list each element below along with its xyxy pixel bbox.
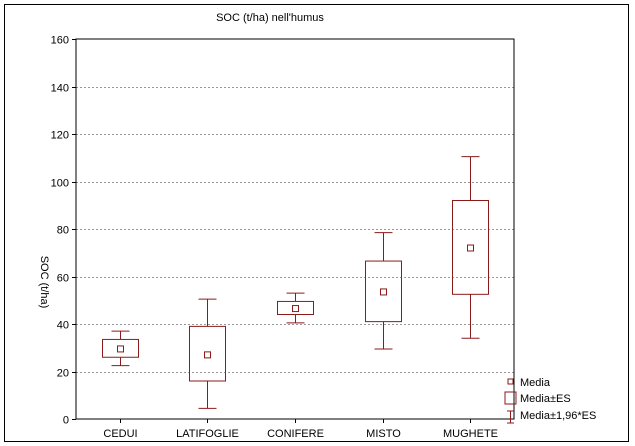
box-series [102,156,489,409]
legend-mean-marker [507,378,514,385]
y-axis-ticks: 0 20 40 60 80 100 120 140 160 [51,35,76,427]
mean-marker [292,305,299,313]
y-tick-label: 0 [63,415,69,427]
chart-frame: SOC (t/ha) nell'humus SOC (t/ha) 0 20 40 60… [4,4,629,442]
es-box [102,338,139,358]
box-latifoglie [189,298,226,409]
y-tick-label: 20 [57,368,69,380]
legend-es-marker [504,391,517,405]
x-axis-ticks: CEDUI LATIFOGLIE CONIFERE MISTO MUGHETE [103,419,498,440]
legend-es-label: Media±ES [520,393,571,405]
legend-ci-label: Media±1,96*ES [520,410,596,422]
grid-lines [76,87,514,373]
box-plot-chart: SOC (t/ha) nell'humus SOC (t/ha) 0 20 40 60… [38,12,596,440]
box-conifere [277,292,314,324]
x-tick-label: CONIFERE [267,428,324,440]
x-tick-label: MISTO [366,428,401,440]
box-mughete [452,156,489,339]
y-tick-label: 100 [51,178,69,190]
chart-title: SOC (t/ha) nell'humus [216,12,324,24]
y-tick-label: 160 [51,35,69,47]
box-misto [365,232,402,350]
box-cedui [102,330,139,367]
mean-marker [117,345,124,353]
x-tick-label: CEDUI [103,428,137,440]
x-tick-label: LATIFOGLIE [176,428,239,440]
es-box [189,325,226,382]
y-tick-label: 80 [57,225,69,237]
x-tick-label: MUGHETE [443,428,498,440]
es-box [277,300,314,315]
es-box [452,200,489,295]
legend: Media Media±ES Media±1,96*ES [504,377,596,424]
mean-marker [380,288,387,296]
mean-marker [204,351,211,359]
y-tick-label: 140 [51,83,69,95]
legend-ci-marker [507,410,514,424]
y-axis-label: SOC (t/ha) [38,256,50,309]
es-box [365,260,402,323]
y-tick-label: 60 [57,273,69,285]
mean-marker [467,244,474,252]
y-tick-label: 40 [57,320,69,332]
y-tick-label: 120 [51,130,69,142]
legend-mean-label: Media [520,377,551,389]
